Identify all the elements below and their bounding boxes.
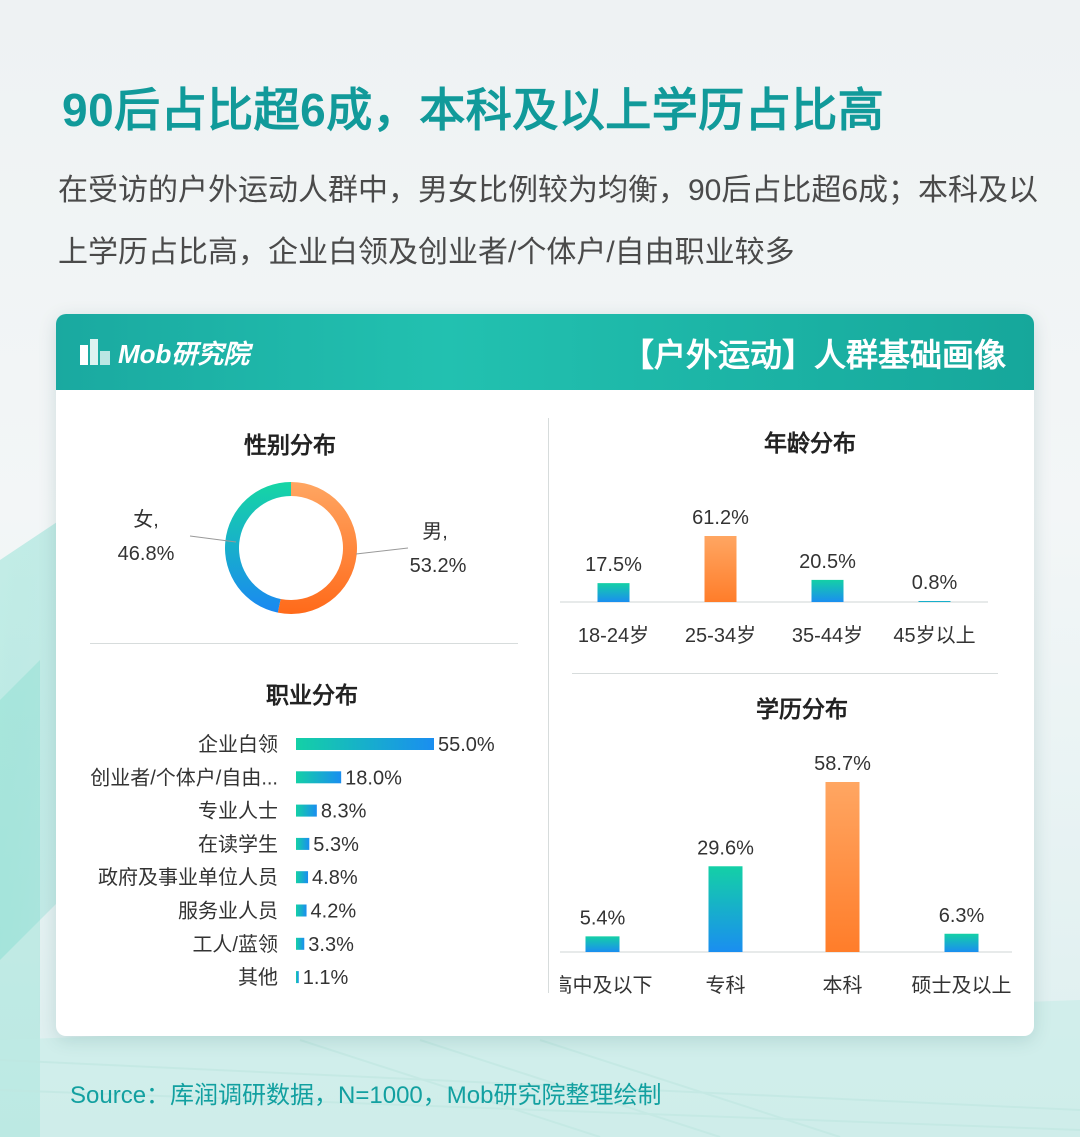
divider-right [572, 673, 998, 674]
age-chart-title: 年龄分布 [764, 430, 856, 456]
category-label: 本科 [823, 974, 863, 997]
building-icon [80, 339, 110, 365]
gender-chart-title: 性别分布 [244, 432, 336, 458]
card-header: Mob研究院 【户外运动】人群基础画像 [56, 314, 1034, 390]
male-label: 男, [422, 521, 448, 543]
occupation-chart-title: 职业分布 [266, 682, 358, 708]
bar [597, 583, 630, 602]
education-chart-title: 学历分布 [756, 696, 848, 722]
logo-text: Mob研究院 [118, 338, 250, 369]
bar [708, 866, 743, 952]
leader-line-male [355, 547, 409, 555]
bar [296, 804, 317, 817]
data-label: 5.4% [580, 907, 626, 929]
card-title: 【户外运动】人群基础画像 [621, 337, 1006, 373]
bar [825, 782, 860, 952]
category-label: 在读学生 [198, 833, 278, 856]
data-label: 4.8% [312, 867, 358, 889]
data-label: 5.3% [313, 834, 359, 856]
pie-slice-male [277, 482, 357, 614]
male-value-label: 53.2% [410, 555, 467, 577]
profile-card: Mob研究院 【户外运动】人群基础画像 [56, 314, 1034, 1036]
data-label: 29.6% [697, 837, 754, 859]
category-label: 45岁以上 [893, 624, 975, 647]
subtitle: 在受访的户外运动人群中，男女比例较为均衡，90后占比超6成；本科及以上学历占比高… [58, 174, 1039, 269]
education-bar-chart: 5.4% 高中及以下 29.6% 专科 58.7% 本科 6.3% 硕士及以上 [560, 753, 1012, 997]
divider-vertical [548, 418, 549, 993]
bar [944, 933, 979, 952]
category-label: 25-34岁 [685, 624, 756, 647]
female-value-label: 46.8% [118, 543, 175, 565]
mob-logo: Mob研究院 [78, 334, 249, 370]
data-label: 0.8% [912, 572, 958, 594]
leader-line-female [189, 535, 237, 543]
category-label: 专科 [706, 974, 746, 997]
age-bar-chart: 17.5% 18-24岁 61.2% 25-34岁 20.5% 35-44岁 0.8% 45岁… [560, 507, 988, 647]
data-label: 18.0% [345, 767, 402, 789]
category-label: 18-24岁 [578, 624, 649, 647]
occupation-bar-chart: 企业白领 55.0% 创业者/个体户/自由... 18.0% 专业人士 8.3% 在读学生 5… [90, 733, 495, 989]
data-label: 1.1% [303, 967, 349, 989]
data-label: 17.5% [585, 554, 642, 576]
bar [296, 771, 342, 784]
data-label: 4.2% [311, 901, 357, 923]
bar [296, 871, 309, 884]
category-label: 服务业人员 [178, 900, 278, 923]
category-label: 硕士及以上 [912, 974, 1012, 997]
bar [811, 579, 844, 602]
category-label: 其他 [238, 966, 278, 989]
category-label: 企业白领 [198, 733, 278, 756]
bar [918, 601, 951, 602]
bar [296, 937, 305, 950]
bar [296, 837, 310, 850]
category-label: 创业者/个体户/自由... [90, 766, 278, 789]
data-label: 20.5% [799, 551, 856, 573]
category-label: 工人/蓝领 [192, 933, 278, 956]
pie-slice-female [224, 482, 291, 613]
headline: 90后占比超6成，本科及以上学历占比高 [62, 84, 885, 136]
data-label: 8.3% [321, 801, 367, 823]
gender-donut-chart: 男, 53.2% 女, 46.8% [118, 482, 467, 614]
female-label: 女, [133, 508, 159, 531]
source-note: Source：库润调研数据，N=1000，Mob研究院整理绘制 [70, 1082, 662, 1109]
category-label: 专业人士 [198, 800, 278, 823]
bar [704, 536, 737, 602]
bar [585, 936, 620, 952]
divider-left [90, 643, 518, 644]
data-label: 55.0% [438, 734, 495, 756]
category-label: 高中及以下 [560, 974, 653, 997]
category-label: 政府及事业单位人员 [98, 866, 278, 889]
data-label: 61.2% [692, 507, 749, 529]
data-label: 3.3% [308, 934, 354, 956]
bar [296, 738, 434, 750]
data-label: 58.7% [814, 753, 871, 775]
data-label: 6.3% [939, 905, 985, 927]
bar [296, 971, 299, 984]
bar [296, 904, 307, 917]
category-label: 35-44岁 [792, 624, 863, 647]
